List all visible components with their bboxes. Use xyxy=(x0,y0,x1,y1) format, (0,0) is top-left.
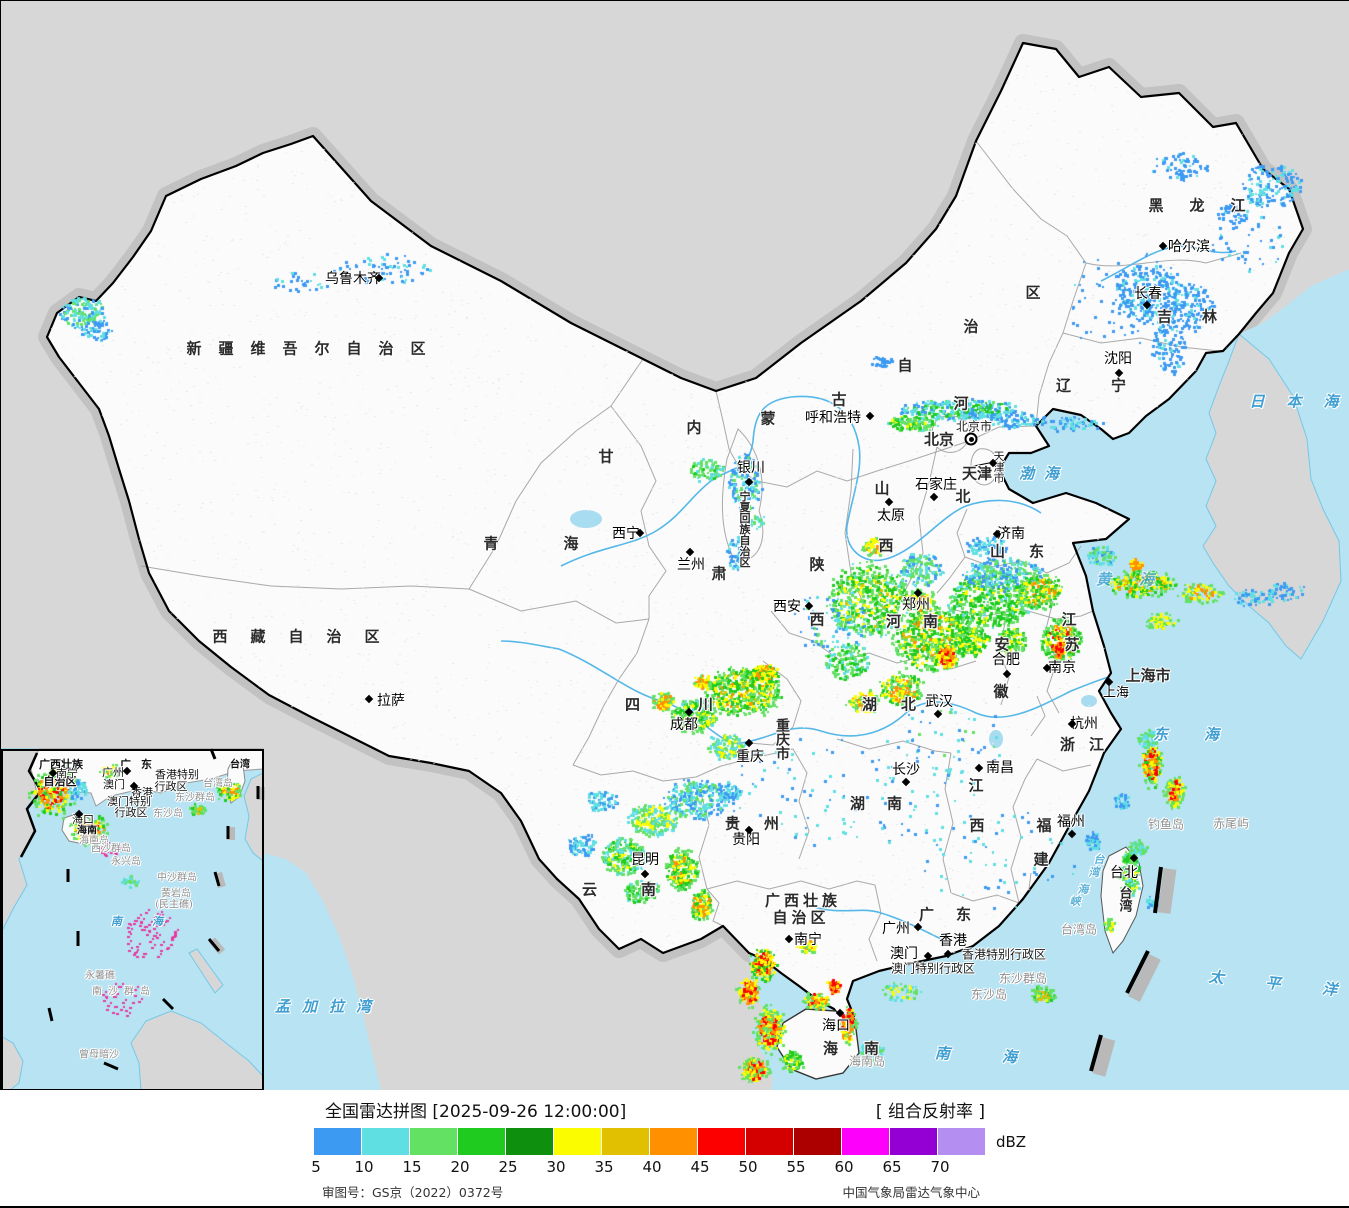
boundary-dash xyxy=(1125,950,1150,994)
legend-swatch-55 xyxy=(794,1128,842,1155)
legend-tick-45: 45 xyxy=(690,1158,710,1176)
legend-tick-15: 15 xyxy=(402,1158,422,1176)
map-approval-number: 审图号：GS京（2022）0372号 xyxy=(322,1185,504,1200)
inset-nine-dash xyxy=(213,871,221,887)
agency-name: 中国气象局雷达气象中心 xyxy=(842,1185,980,1200)
radar-echo-layer xyxy=(1,1,1349,1091)
colorbar-ticks: 5 10 15 20 25 30 35 40 45 50 55 60 65 70 xyxy=(0,1158,1349,1178)
legend-swatch-15 xyxy=(410,1128,458,1155)
legend-swatch-50 xyxy=(746,1128,794,1155)
boundary-bar-shadow xyxy=(1157,868,1177,914)
legend-tick-5: 5 xyxy=(311,1158,321,1176)
unit-label: dBZ xyxy=(996,1133,1027,1151)
legend-swatch-65 xyxy=(890,1128,938,1155)
legend-tick-60: 60 xyxy=(834,1158,854,1176)
inset-frame xyxy=(1,749,264,1091)
china-radar-map: 黑龙江 吉林 辽宁内蒙古自治区新疆维吾尔自治区 西藏自治区青海甘肃宁夏回族自治区陕西山… xyxy=(0,0,1349,1090)
reflectivity-colorbar xyxy=(314,1128,986,1155)
timestamp: [2025-09-26 12:00:00] xyxy=(432,1102,627,1122)
legend-panel: 全国雷达拼图 [2025-09-26 12:00:00] [ 组合反射率 ] d… xyxy=(0,1090,1349,1206)
legend-tick-35: 35 xyxy=(594,1158,614,1176)
legend-tick-40: 40 xyxy=(642,1158,662,1176)
legend-swatch-40 xyxy=(650,1128,698,1155)
legend-tick-30: 30 xyxy=(546,1158,566,1176)
inset-nine-dash xyxy=(103,1061,119,1071)
legend-swatch-30 xyxy=(554,1128,602,1155)
tianjin-leader-line xyxy=(968,462,990,468)
inset-nine-dash xyxy=(161,997,175,1011)
legend-tick-20: 20 xyxy=(450,1158,470,1176)
legend-swatch-60 xyxy=(842,1128,890,1155)
map-title: 全国雷达拼图 [2025-09-26 12:00:00] xyxy=(325,1097,626,1122)
legend-tick-55: 55 xyxy=(786,1158,806,1176)
inset-nine-dash xyxy=(47,1007,54,1022)
legend-swatch-35 xyxy=(602,1128,650,1155)
boundary-bar-shadow xyxy=(1128,954,1161,1002)
legend-swatch-10 xyxy=(362,1128,410,1155)
legend-tick-25: 25 xyxy=(498,1158,518,1176)
legend-swatch-20 xyxy=(458,1128,506,1155)
legend-swatch-5 xyxy=(314,1128,362,1155)
legend-tick-10: 10 xyxy=(354,1158,374,1176)
legend-swatch-70 xyxy=(938,1128,986,1155)
legend-tick-70: 70 xyxy=(930,1158,950,1176)
boundary-overlay-svg xyxy=(1,462,1177,1091)
legend-swatch-45 xyxy=(698,1128,746,1155)
inset-dash-shadow xyxy=(208,937,226,955)
inset-dash-shadow xyxy=(214,871,226,889)
product-name: 全国雷达拼图 xyxy=(325,1102,427,1122)
boundary-dash xyxy=(1089,1034,1103,1072)
legend-tick-65: 65 xyxy=(882,1158,902,1176)
legend-tick-50: 50 xyxy=(738,1158,758,1176)
inset-nine-dash xyxy=(207,938,221,952)
boundary-bar-shadow xyxy=(1092,1037,1116,1077)
product-type-label: [ 组合反射率 ] xyxy=(875,1102,985,1122)
boundary-dash xyxy=(1153,866,1163,914)
legend-swatch-25 xyxy=(506,1128,554,1155)
